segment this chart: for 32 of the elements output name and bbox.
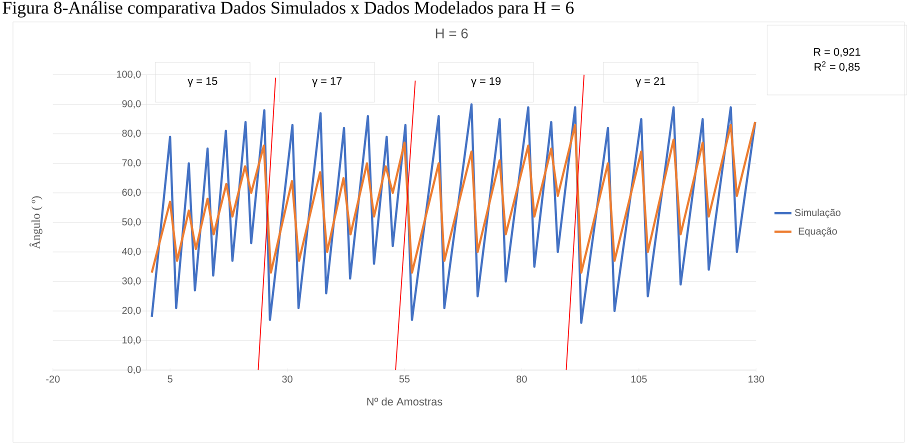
annotation: γ = 15 — [188, 77, 218, 88]
x-tick-label: 55 — [399, 376, 410, 383]
line-series — [150, 103, 756, 324]
y-tick-label: 20,0 — [122, 306, 141, 316]
x-tick-label: 130 — [748, 376, 764, 383]
text: R = 0,921 — [814, 48, 860, 58]
annotation: γ = 19 — [471, 77, 501, 88]
x-tick-label: 105 — [631, 376, 647, 383]
x-tick-label: 30 — [282, 376, 292, 383]
text: R$^{2}$ = 0,85 — [814, 61, 860, 72]
x-axis-title: Nº de Amostras — [367, 398, 442, 406]
annotation: γ = 21 — [636, 77, 666, 88]
y-tick-label: 40,0 — [122, 248, 141, 256]
y-tick-label: 70,0 — [122, 159, 141, 168]
y-tick-label: 50,0 — [122, 218, 141, 227]
chart-title: H = 6 — [436, 28, 468, 38]
y-tick-label: 0,0 — [128, 366, 141, 374]
y-tick-label: 10,0 — [122, 336, 141, 345]
text: Figura 8-Análise comparativa Dados Simulados x Dados Modelados para H = 6 — [2, 1, 574, 18]
legend-label: Equação — [798, 227, 837, 237]
y-tick-label: 60,0 — [122, 188, 141, 198]
y-tick-label: 90,0 — [122, 100, 141, 108]
y-axis-title: Ângulo ( º) — [30, 196, 42, 250]
line-series — [150, 121, 756, 274]
y-tick-label: 100,0 — [117, 70, 141, 79]
annotation: γ = 17 — [312, 77, 342, 88]
x-tick-label: 80 — [516, 376, 527, 383]
legend-label: Simulação — [794, 208, 840, 218]
x-tick-label: -20 — [46, 376, 60, 383]
y-tick-label: 80,0 — [122, 130, 141, 138]
y-tick-label: 30,0 — [122, 277, 141, 286]
x-tick-label: 5 — [168, 376, 172, 383]
